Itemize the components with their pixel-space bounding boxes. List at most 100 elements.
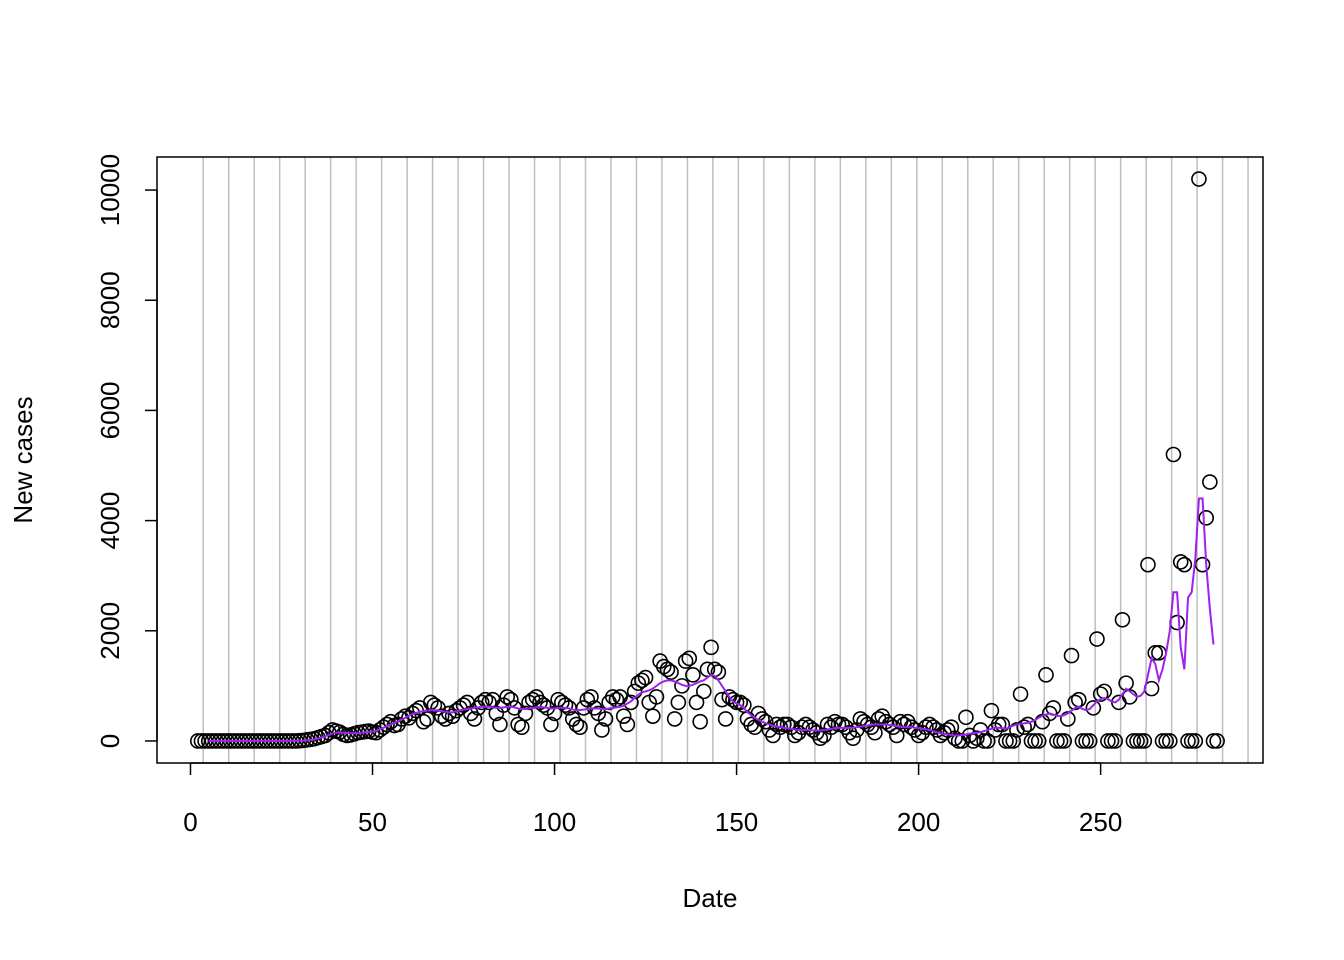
- data-point: [1023, 733, 1040, 749]
- data-point: [998, 733, 1014, 749]
- data-point: [1165, 446, 1182, 463]
- data-point: [473, 694, 490, 711]
- data-point: [415, 713, 432, 730]
- data-point: [1067, 694, 1083, 711]
- data-point: [663, 664, 679, 680]
- y-tick-label: 6000: [95, 381, 125, 439]
- data-point: [1012, 686, 1029, 702]
- data-point: [794, 719, 810, 735]
- data-point: [637, 669, 654, 686]
- data-point: [1030, 733, 1047, 749]
- data-point: [1038, 667, 1054, 683]
- data-point: [1176, 556, 1193, 573]
- data-point: [572, 719, 588, 735]
- data-point: [1205, 733, 1222, 749]
- data-point: [969, 730, 985, 747]
- data-point: [1063, 647, 1080, 664]
- data-point: [1103, 733, 1120, 749]
- data-point: [1162, 733, 1178, 749]
- data-point: [1001, 733, 1018, 749]
- data-point: [433, 708, 450, 724]
- data-point: [1060, 711, 1076, 727]
- data-point: [979, 733, 996, 749]
- data-point: [717, 711, 734, 727]
- data-point: [1198, 510, 1215, 526]
- data-point: [696, 683, 712, 700]
- data-point: [466, 711, 483, 727]
- data-point: [1070, 691, 1087, 708]
- x-tick-label: 150: [715, 807, 758, 837]
- data-point: [543, 716, 559, 733]
- data-point: [1100, 733, 1116, 749]
- data-point: [619, 716, 636, 733]
- data-point: [623, 694, 639, 711]
- data-point: [1129, 733, 1145, 749]
- data-point: [772, 719, 789, 735]
- data-point: [677, 653, 694, 669]
- data-point: [779, 716, 796, 733]
- data-point: [830, 716, 847, 733]
- data-point: [670, 694, 687, 711]
- data-point: [1132, 733, 1149, 749]
- data-point: [648, 689, 665, 705]
- y-tick-label: 8000: [95, 271, 125, 329]
- data-point: [1209, 733, 1225, 749]
- data-point: [703, 639, 719, 656]
- data-point: [699, 661, 716, 678]
- data-point: [757, 713, 774, 730]
- data-point: [1202, 474, 1218, 490]
- data-point: [1107, 733, 1123, 749]
- plot-frame: [156, 156, 1264, 764]
- data-point: [583, 689, 599, 705]
- data-point: [983, 702, 1000, 719]
- data-point: [1081, 733, 1098, 749]
- data-point: [1016, 719, 1032, 735]
- data-point: [666, 711, 683, 727]
- data-point: [1187, 733, 1204, 749]
- data-point: [499, 689, 516, 705]
- data-point: [535, 697, 552, 713]
- data-point: [492, 716, 508, 733]
- data-point: [604, 689, 621, 705]
- data-point: [990, 716, 1007, 733]
- data-point: [1056, 733, 1073, 749]
- data-point: [597, 711, 614, 727]
- data-point: [615, 708, 632, 724]
- x-tick-label: 250: [1079, 807, 1122, 837]
- data-point: [1027, 733, 1043, 749]
- data-point: [685, 667, 701, 683]
- x-tick-label: 0: [183, 807, 197, 837]
- data-point: [1172, 554, 1189, 570]
- data-point: [568, 716, 585, 733]
- y-tick-label: 0: [95, 734, 125, 748]
- y-tick-label: 10000: [95, 154, 125, 226]
- x-tick-label: 200: [897, 807, 940, 837]
- data-point: [1078, 733, 1094, 749]
- data-point: [1114, 611, 1131, 628]
- data-point: [1049, 733, 1065, 749]
- data-point: [1052, 733, 1069, 749]
- x-axis-label: Date: [683, 883, 738, 913]
- y-tick-label: 4000: [95, 492, 125, 550]
- y-tick-label: 2000: [95, 602, 125, 660]
- y-axis-label: New cases: [8, 396, 38, 523]
- data-point: [728, 694, 745, 711]
- data-point: [1140, 556, 1156, 573]
- data-point: [947, 730, 963, 747]
- data-point: [845, 730, 861, 747]
- data-point: [1154, 733, 1171, 749]
- data-point: [1158, 733, 1174, 749]
- data-point: [994, 716, 1011, 733]
- data-point: [1180, 733, 1196, 749]
- data-point: [976, 733, 992, 749]
- data-point: [1089, 631, 1105, 647]
- data-point: [379, 716, 395, 733]
- data-point: [681, 650, 698, 667]
- data-point: [714, 691, 730, 708]
- data-point: [419, 711, 435, 727]
- data-point: [634, 672, 650, 689]
- data-point: [918, 719, 934, 735]
- data-point: [1125, 733, 1142, 749]
